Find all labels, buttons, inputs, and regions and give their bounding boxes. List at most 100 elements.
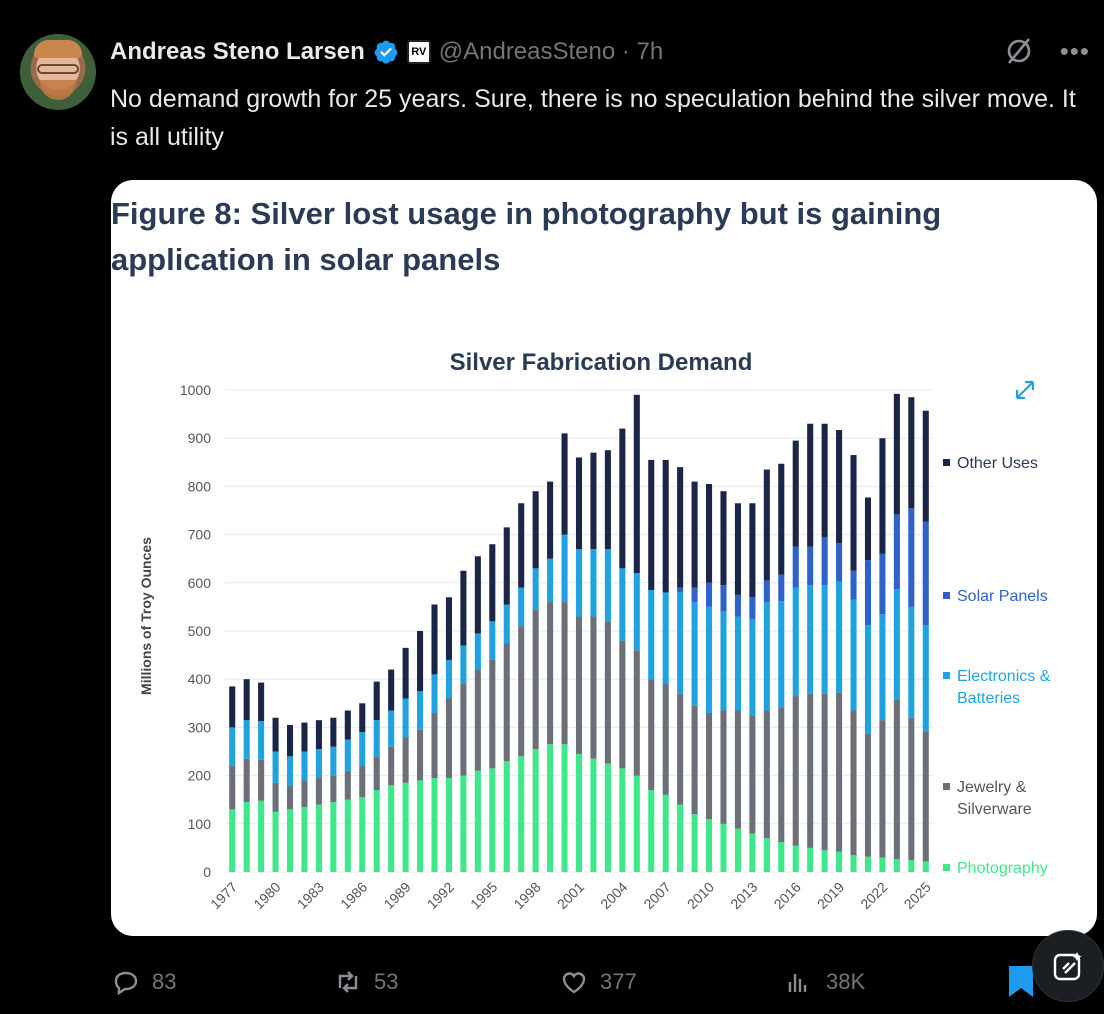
legend-label: Silverware bbox=[957, 801, 1032, 818]
bar-segment bbox=[734, 594, 741, 617]
bar-segment bbox=[229, 809, 236, 872]
bar-segment bbox=[734, 503, 741, 595]
y-tick-label: 700 bbox=[188, 527, 212, 543]
affiliate-badge-icon[interactable]: RV bbox=[406, 40, 431, 64]
reply-button[interactable]: 83 bbox=[110, 962, 176, 1002]
bar-segment bbox=[662, 459, 669, 593]
bar-segment bbox=[734, 710, 741, 829]
bar-segment bbox=[908, 859, 915, 872]
bar-segment bbox=[864, 733, 872, 857]
bar-segment bbox=[460, 645, 467, 685]
x-tick-label: 2025 bbox=[901, 879, 934, 912]
bar-segment bbox=[734, 828, 741, 872]
bar-segment bbox=[879, 720, 886, 858]
author-handle-time[interactable]: @AndreasSteno · 7h bbox=[438, 38, 664, 65]
bar-segment bbox=[836, 692, 843, 852]
views-icon bbox=[788, 974, 807, 992]
bar-segment bbox=[431, 674, 438, 713]
bar-segment bbox=[792, 546, 799, 588]
bar-segment bbox=[864, 497, 872, 561]
bar-segment bbox=[850, 710, 857, 856]
x-tick-label: 1986 bbox=[337, 879, 370, 912]
bar-segment bbox=[922, 625, 929, 732]
y-tick-label: 300 bbox=[188, 719, 212, 735]
x-tick-label: 2010 bbox=[684, 879, 717, 912]
bar-segment bbox=[633, 573, 640, 651]
bar-segment bbox=[286, 809, 294, 872]
like-button[interactable]: 377 bbox=[558, 962, 637, 1002]
bar-segment bbox=[648, 590, 655, 680]
bar-segment bbox=[243, 679, 250, 721]
author-avatar[interactable] bbox=[20, 34, 96, 110]
author-name[interactable]: Andreas Steno Larsen bbox=[110, 38, 365, 65]
legend-label: Photography bbox=[957, 860, 1048, 877]
bar-segment bbox=[373, 681, 380, 721]
bar-segment bbox=[850, 570, 857, 600]
bar-segment bbox=[922, 521, 929, 626]
bar-segment bbox=[402, 782, 409, 872]
bar-segment bbox=[836, 581, 843, 693]
bar-segment bbox=[315, 720, 322, 750]
bar-segment bbox=[850, 855, 857, 872]
grok-compose-button[interactable] bbox=[1032, 930, 1104, 1002]
bar-segment bbox=[633, 394, 640, 574]
bar-segment bbox=[821, 850, 828, 872]
y-tick-label: 0 bbox=[203, 864, 211, 880]
bar-segment bbox=[633, 650, 640, 776]
bar-segment bbox=[821, 693, 828, 851]
bar-segment bbox=[243, 720, 250, 759]
bar-segment bbox=[301, 751, 308, 781]
bar-segment bbox=[922, 410, 929, 522]
legend-label: Electronics & bbox=[957, 668, 1051, 685]
bar-segment bbox=[677, 467, 684, 588]
bar-segment bbox=[691, 481, 698, 588]
bar-segment bbox=[344, 739, 351, 771]
bar-segment bbox=[243, 758, 250, 803]
bar-segment bbox=[662, 684, 669, 795]
bar-segment bbox=[503, 527, 510, 605]
bar-segment bbox=[908, 717, 915, 860]
bar-segment bbox=[893, 514, 900, 590]
repost-button[interactable]: 53 bbox=[332, 962, 398, 1002]
y-tick-label: 100 bbox=[188, 816, 212, 832]
bar-segment bbox=[286, 724, 294, 757]
bar-segment bbox=[720, 611, 727, 711]
bookmark-icon[interactable] bbox=[1006, 963, 1036, 999]
bar-segment bbox=[763, 602, 770, 711]
views-button[interactable]: 38K bbox=[784, 962, 865, 1002]
bar-segment bbox=[417, 780, 424, 872]
bar-segment bbox=[720, 585, 727, 612]
bar-segment bbox=[908, 606, 915, 718]
bar-segment bbox=[807, 693, 814, 848]
bar-segment bbox=[763, 469, 770, 581]
legend-swatch bbox=[943, 783, 950, 790]
reply-icon bbox=[114, 971, 138, 996]
x-tick-label: 1998 bbox=[510, 879, 543, 912]
bar-segment bbox=[344, 770, 351, 800]
bar-segment bbox=[258, 759, 265, 801]
more-options-icon[interactable]: ••• bbox=[1059, 36, 1090, 66]
bar-segment bbox=[547, 602, 554, 745]
tweet-media-image[interactable]: Figure 8: Silver lost usage in photograp… bbox=[111, 180, 1097, 936]
x-tick-label: 2001 bbox=[554, 879, 587, 912]
bar-segment bbox=[388, 785, 395, 872]
grok-icon[interactable] bbox=[1004, 36, 1034, 66]
bar-segment bbox=[460, 570, 467, 646]
x-tick-label: 1992 bbox=[424, 879, 457, 912]
expand-icon[interactable] bbox=[1015, 380, 1035, 400]
bar-segment bbox=[445, 659, 452, 699]
reply-count: 83 bbox=[152, 969, 177, 994]
bar-segment bbox=[330, 717, 337, 747]
legend-label: Jewelry & bbox=[957, 779, 1027, 796]
bar-segment bbox=[893, 858, 900, 872]
bar-segment bbox=[677, 592, 684, 694]
bar-segment bbox=[778, 707, 785, 843]
bar-segment bbox=[590, 616, 597, 759]
bar-segment bbox=[619, 428, 626, 569]
bar-segment bbox=[749, 503, 756, 598]
bar-segment bbox=[547, 481, 554, 559]
bar-segment bbox=[648, 790, 655, 872]
bar-segment bbox=[474, 633, 481, 670]
x-tick-label: 1995 bbox=[467, 879, 500, 912]
bar-segment bbox=[633, 775, 640, 872]
